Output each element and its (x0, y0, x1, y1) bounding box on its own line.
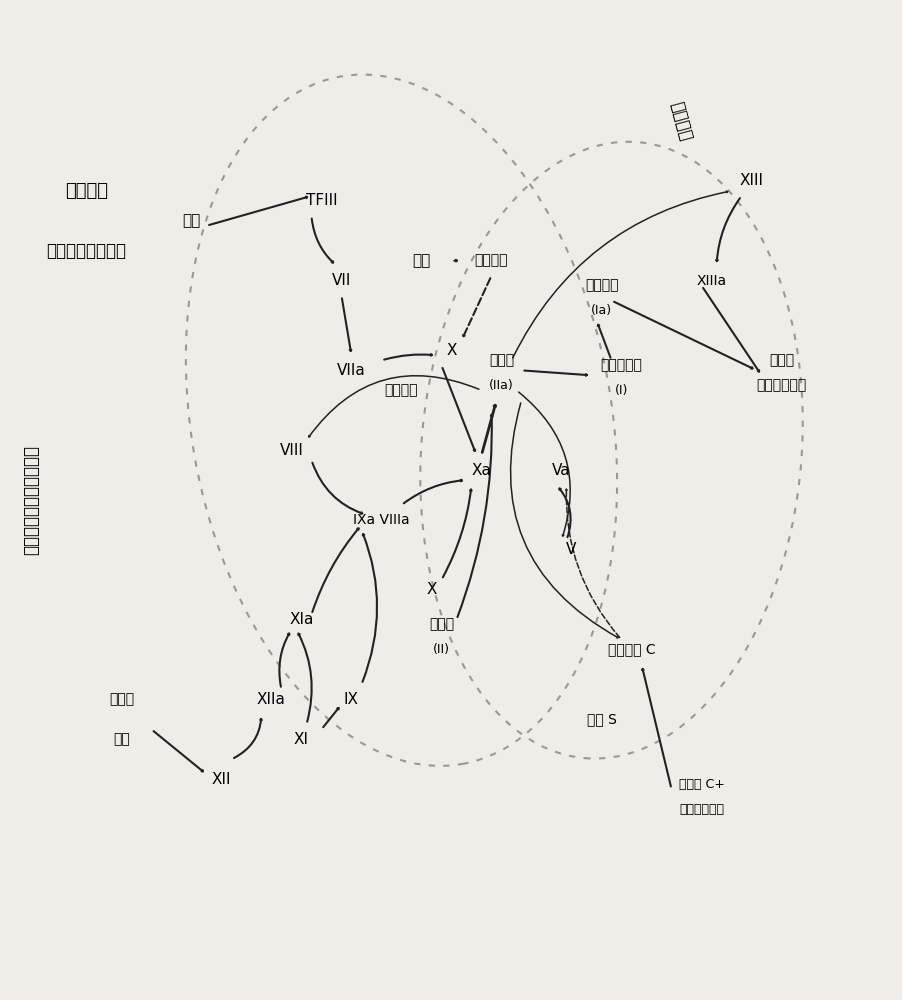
Text: 受损的: 受损的 (109, 692, 133, 706)
Text: 表面: 表面 (113, 732, 130, 746)
Text: IX: IX (344, 692, 359, 707)
Text: XII: XII (211, 772, 231, 787)
Text: 蛋白质 C+: 蛋白质 C+ (678, 778, 723, 791)
Text: X: X (446, 343, 456, 358)
Text: Xa: Xa (471, 463, 491, 478)
Text: VIIa: VIIa (336, 363, 365, 378)
Text: (IIa): (IIa) (489, 379, 513, 392)
Text: 交联的: 交联的 (769, 353, 793, 367)
Text: 纤维蛋白凝块: 纤维蛋白凝块 (756, 378, 805, 392)
Text: XIa: XIa (289, 612, 313, 627)
Text: （非固有的）途径: （非固有的）途径 (46, 242, 126, 260)
Text: 凝血酶: 凝血酶 (488, 353, 513, 367)
Text: 共同途径: 共同途径 (667, 99, 695, 143)
Text: 抗凝血酶: 抗凝血酶 (474, 254, 508, 268)
Text: 接触活化（固有的）途径: 接触活化（固有的）途径 (23, 445, 41, 555)
Text: VII: VII (331, 273, 351, 288)
Text: 纤维蛋白: 纤维蛋白 (584, 279, 618, 293)
Text: 纤维蛋白原: 纤维蛋白原 (600, 358, 641, 372)
Text: (II): (II) (433, 643, 449, 656)
Text: 组织因子: 组织因子 (384, 383, 418, 397)
Text: 蛋白 S: 蛋白 S (586, 712, 616, 726)
Text: TFIII: TFIII (305, 193, 337, 208)
Text: XIIIa: XIIIa (695, 274, 726, 288)
Text: VIII: VIII (280, 443, 303, 458)
Text: 组织因子: 组织因子 (65, 182, 108, 200)
Text: XIIa: XIIa (257, 692, 286, 707)
Text: Va: Va (552, 463, 570, 478)
Text: 外伤: 外伤 (182, 213, 200, 228)
Text: XIII: XIII (739, 173, 763, 188)
Text: (I): (I) (614, 384, 628, 397)
Text: IXa VIIIa: IXa VIIIa (353, 513, 410, 527)
Text: 血栓调节蛋白: 血栓调节蛋白 (678, 803, 723, 816)
Text: 凝血酶: 凝血酶 (428, 618, 454, 632)
Text: 活性蛋白 C: 活性蛋白 C (607, 643, 655, 657)
Text: XI: XI (294, 732, 308, 747)
Text: X: X (426, 582, 437, 597)
Text: V: V (566, 542, 576, 557)
Text: (Ia): (Ia) (590, 304, 612, 317)
Text: 外伤: 外伤 (412, 253, 430, 268)
